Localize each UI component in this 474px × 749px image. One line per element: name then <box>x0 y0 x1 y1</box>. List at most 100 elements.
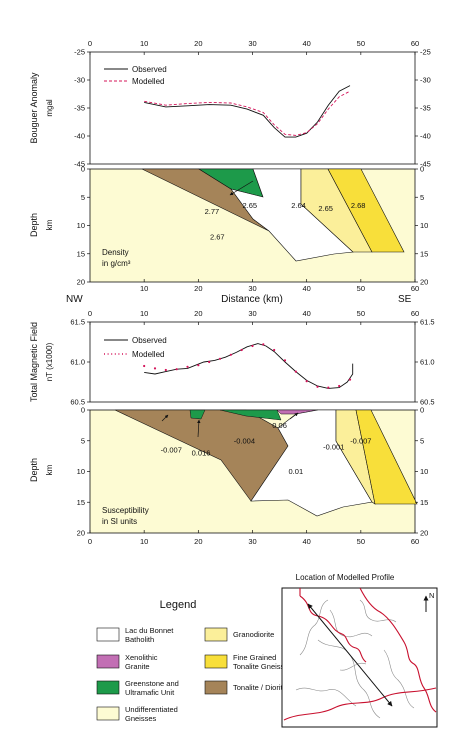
legend-label-undifferentiated: Undifferentiated <box>125 705 178 714</box>
modelled-point <box>305 380 308 383</box>
region-label: 2.65 <box>242 201 257 210</box>
y-tick-label: -30 <box>420 76 431 85</box>
region-label: 2.65 <box>318 204 333 213</box>
y-tick-label: -35 <box>74 104 85 113</box>
legend-label-granodiorite: Granodiorite <box>233 630 274 639</box>
x-tick-label: 20 <box>194 39 202 48</box>
body-granodiorite <box>300 168 373 253</box>
y-tick-label: 15 <box>420 249 428 258</box>
magnetic-ylabel: Total Magnetic Field <box>29 322 39 402</box>
x-tick-label: 0 <box>88 309 92 318</box>
bouguer-plot-frame <box>89 51 416 165</box>
bouguer-yunit: mgal <box>45 99 54 117</box>
series-points-modelled-magnetic <box>143 343 352 389</box>
x-tick-label: 60 <box>411 39 419 48</box>
modelled-point <box>240 348 243 352</box>
se-label: SE <box>398 294 412 305</box>
region-label: 2.77 <box>205 207 220 216</box>
legend-modelled: Modelled <box>132 77 164 86</box>
x-tick-label: 10 <box>140 309 148 318</box>
legend-label-batholith-2: Batholith <box>125 635 154 644</box>
y-tick-label: 10 <box>420 221 428 230</box>
region-label: -0.007 <box>161 445 182 454</box>
density-ticks: 0 0 5 5 10 10 15 15 20 20 10 20 30 40 50 60 <box>77 165 429 294</box>
sus-arrow-1 <box>161 414 169 422</box>
x-tick-label: 0 <box>88 39 92 48</box>
x-tick-label: 50 <box>357 284 365 293</box>
y-tick-label: -35 <box>420 104 431 113</box>
legend-swatch-undifferentiated <box>96 706 120 721</box>
legend-label-gneiss-2: Tonalite Gneisses <box>233 662 292 671</box>
sus-body-greenstone-a <box>189 409 206 420</box>
y-tick-label: 60.5 <box>420 398 435 407</box>
y-tick-label: 5 <box>81 193 85 202</box>
susceptibility-labels: -0.007 0.016 -0.004 0.06 0.01 -0.001 -0.007 <box>161 421 372 476</box>
y-tick-label: 15 <box>77 249 85 258</box>
series-line-modelled <box>144 90 351 136</box>
distance-xlabel: Distance (km) <box>221 294 283 305</box>
y-tick-label: 60.5 <box>70 398 85 407</box>
bouguer-anomaly-panel: 0 10 20 30 40 50 60-25 -25-30 -30-35 -35-40 -40-45… <box>29 39 431 169</box>
modelled-point <box>186 365 189 368</box>
modelled-point <box>316 385 319 388</box>
y-tick-label: 61.5 <box>70 318 85 327</box>
modelled-point <box>283 359 287 362</box>
sus-arrow-2 <box>197 419 201 438</box>
magnetic-plot-frame <box>89 321 416 403</box>
legend-title: Legend <box>160 599 197 611</box>
sus-body-batholith <box>250 409 373 517</box>
modelled-point <box>164 368 167 372</box>
susceptibility-caption-1: Susceptibility <box>102 506 149 515</box>
modelled-point <box>338 384 341 388</box>
modelled-point <box>218 357 222 360</box>
y-tick-label: 61.5 <box>420 318 435 327</box>
x-tick-label: 10 <box>140 537 148 546</box>
profile-line <box>307 603 393 707</box>
legend-modelled-magnetic: Modelled <box>132 350 164 359</box>
x-tick-label: 40 <box>302 309 310 318</box>
susceptibility-ylabel: Depth <box>29 458 39 482</box>
north-label: N <box>429 591 434 600</box>
legend-label-granite: Xenolithic <box>125 653 158 662</box>
density-ylabel: Depth <box>29 213 39 237</box>
legend-swatch-greenstone <box>96 680 120 695</box>
region-label: 2.68 <box>351 201 366 210</box>
y-tick-label: 5 <box>420 436 424 445</box>
y-tick-label: 0 <box>420 406 424 415</box>
y-tick-label: -30 <box>74 76 85 85</box>
y-tick-label: 0 <box>81 165 85 174</box>
y-tick-label: 0 <box>420 165 424 174</box>
x-tick-label: 40 <box>302 284 310 293</box>
legend-observed: Observed <box>132 65 167 74</box>
y-tick-label: 61.0 <box>420 358 435 367</box>
x-tick-label: 10 <box>140 284 148 293</box>
greenstone-arrow <box>229 180 254 196</box>
y-tick-label: -25 <box>420 48 431 57</box>
sus-arrow-3 <box>289 412 299 420</box>
x-tick-label: 60 <box>411 309 419 318</box>
region-label: 0.016 <box>192 449 211 458</box>
map-title: Location of Modelled Profile <box>296 573 395 582</box>
y-tick-label: 0 <box>81 406 85 415</box>
y-tick-label: 20 <box>77 278 85 287</box>
region-label: -0.007 <box>350 436 371 445</box>
x-tick-label: 30 <box>248 537 256 546</box>
x-tick-label: 60 <box>411 537 419 546</box>
modelled-point <box>153 367 157 370</box>
y-tick-label: -45 <box>420 160 431 169</box>
x-tick-label: 20 <box>194 309 202 318</box>
sus-body-greenstone-b <box>219 409 282 421</box>
x-tick-label: 50 <box>357 537 365 546</box>
x-tick-label: 30 <box>248 309 256 318</box>
bouguer-ticks: 0 10 20 30 40 50 60-25 -25-30 -30-35 -35-40 -40-45… <box>74 39 431 169</box>
body-fine-grained-gneiss <box>327 168 405 253</box>
susceptibility-yunit: km <box>45 464 54 475</box>
x-tick-label: 30 <box>248 39 256 48</box>
legend-label-greenstone-2: Ultramafic Unit <box>125 688 175 697</box>
x-tick-label: 40 <box>302 537 310 546</box>
legend-swatch-gneiss <box>204 654 228 669</box>
